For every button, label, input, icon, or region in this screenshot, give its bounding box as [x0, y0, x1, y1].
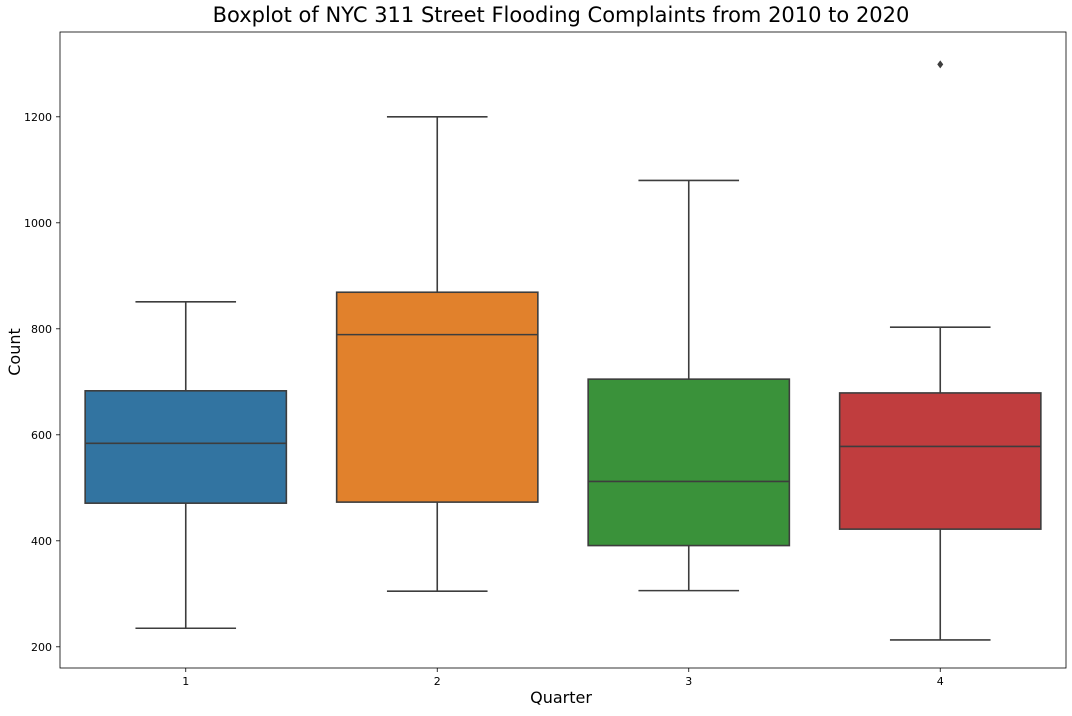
y-axis-label: Count: [5, 328, 24, 376]
box-group-2: [335, 116, 539, 592]
x-tick-label: 1: [182, 675, 189, 688]
y-tick-label: 800: [31, 323, 52, 336]
y-tick-label: 200: [31, 641, 52, 654]
x-tick-label: 2: [434, 675, 441, 688]
plot-frame: [59, 31, 1067, 669]
box-iqr: [838, 392, 1042, 530]
x-axis-label: Quarter: [530, 688, 592, 707]
box-group-4: [838, 60, 1042, 641]
box-group-1: [84, 300, 288, 630]
box-group-3: [587, 179, 791, 592]
chart-title: Boxplot of NYC 311 Street Flooding Compl…: [213, 3, 910, 27]
y-tick-label: 1200: [24, 111, 52, 124]
plot-area: 200 400 600 800 1000 1200 1 2 3 4: [24, 31, 1067, 688]
box-iqr: [335, 291, 539, 503]
box-iqr: [587, 378, 791, 547]
y-tick-label: 400: [31, 535, 52, 548]
y-tick-label: 600: [31, 429, 52, 442]
y-tick-label: 1000: [24, 217, 52, 230]
x-tick-label: 3: [685, 675, 692, 688]
x-tick-label: 4: [937, 675, 944, 688]
outlier-point: [937, 60, 944, 69]
box-iqr: [84, 390, 288, 504]
